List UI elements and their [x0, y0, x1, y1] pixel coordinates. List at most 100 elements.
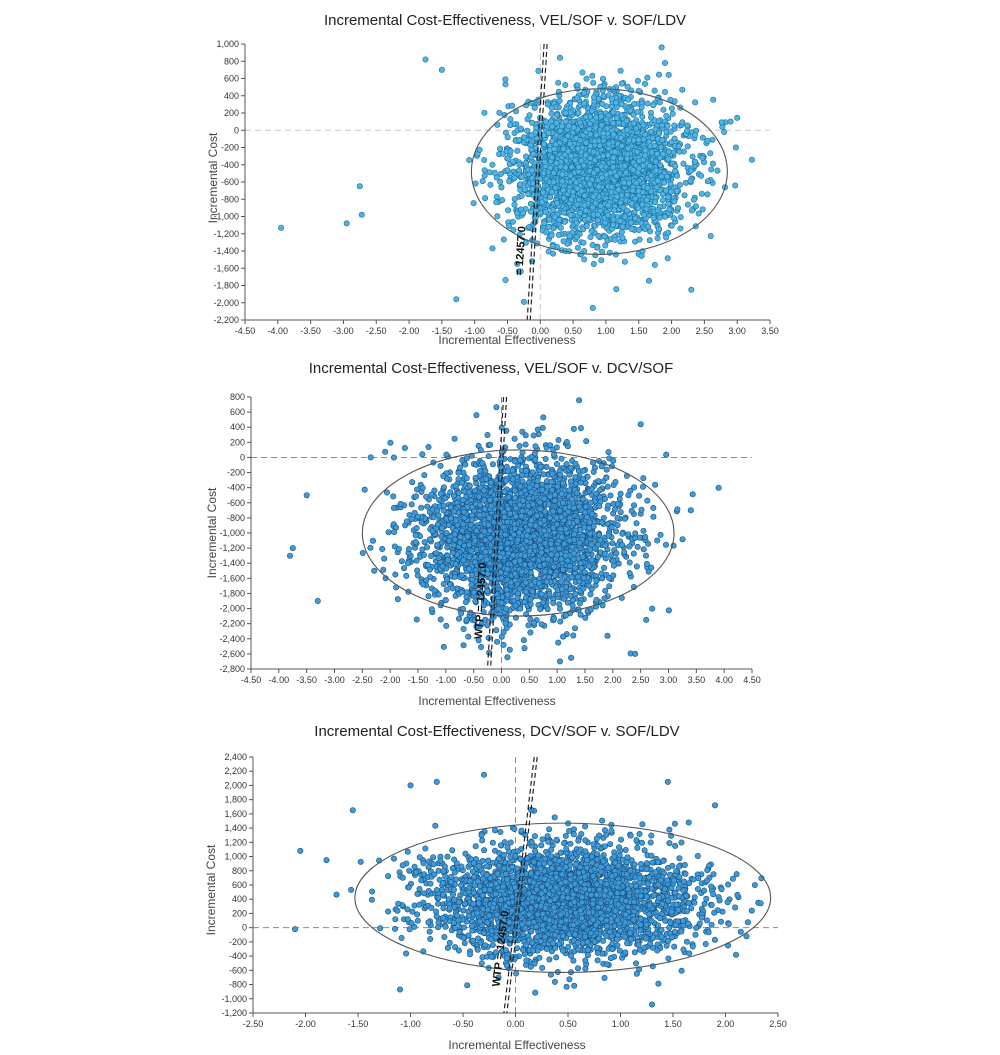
data-point	[481, 109, 488, 116]
data-point	[543, 229, 550, 236]
x-tick-label: 2.50	[696, 326, 714, 336]
data-point	[632, 215, 639, 222]
data-point	[603, 474, 610, 481]
data-point	[608, 189, 615, 196]
data-point	[604, 125, 611, 132]
data-point	[611, 236, 618, 243]
data-point	[707, 150, 714, 157]
data-point	[652, 158, 659, 165]
y-tick-label: -800	[221, 194, 239, 204]
data-point	[648, 149, 655, 156]
data-point	[659, 151, 666, 158]
data-point	[660, 106, 667, 113]
data-point	[579, 69, 586, 76]
data-point	[624, 155, 631, 162]
data-point	[361, 486, 368, 493]
data-point	[620, 179, 627, 186]
y-tick-label: -400	[221, 160, 239, 170]
data-point	[617, 218, 624, 225]
data-point	[517, 181, 524, 188]
data-point	[481, 157, 488, 164]
data-point	[667, 128, 674, 135]
data-point	[604, 632, 611, 639]
data-point	[555, 79, 562, 86]
data-point	[493, 199, 500, 206]
data-point	[671, 215, 678, 222]
point-layer	[278, 44, 755, 311]
data-point	[641, 211, 648, 218]
data-point	[644, 74, 651, 81]
data-point	[635, 187, 642, 194]
data-point	[651, 87, 658, 94]
data-point	[615, 186, 622, 193]
confidence-ellipse	[470, 88, 728, 255]
data-point	[466, 157, 473, 164]
data-point	[605, 449, 612, 456]
data-point	[520, 134, 527, 141]
data-point	[548, 188, 555, 195]
data-point	[663, 112, 670, 119]
x-axis-title: Incremental Effectiveness	[438, 333, 575, 347]
data-point	[529, 186, 536, 193]
data-point	[516, 161, 523, 168]
data-point	[385, 529, 392, 536]
data-point	[414, 567, 421, 574]
data-point	[542, 456, 549, 463]
data-point	[631, 101, 638, 108]
data-point	[598, 174, 605, 181]
data-point	[625, 531, 632, 538]
data-point	[667, 181, 674, 188]
data-point	[522, 239, 529, 246]
data-point	[634, 108, 641, 115]
data-point	[511, 175, 518, 182]
data-point	[651, 261, 658, 268]
data-point	[481, 167, 488, 174]
y-axis-title: Incremental Cost	[205, 487, 219, 578]
data-point	[510, 158, 517, 165]
data-point	[545, 224, 552, 231]
data-point	[610, 109, 617, 116]
data-point	[548, 232, 555, 239]
data-point	[590, 148, 597, 155]
data-point	[369, 537, 376, 544]
data-point	[505, 223, 512, 230]
data-point	[643, 206, 650, 213]
data-point	[358, 211, 365, 218]
data-point	[515, 137, 522, 144]
data-point	[613, 114, 620, 121]
data-point	[556, 217, 563, 224]
data-point	[604, 212, 611, 219]
data-point	[632, 195, 639, 202]
data-point	[521, 186, 528, 193]
data-point	[628, 507, 635, 514]
data-point	[602, 242, 609, 249]
data-point	[640, 527, 647, 534]
data-point	[567, 172, 574, 179]
data-point	[493, 193, 500, 200]
data-point	[642, 147, 649, 154]
data-point	[562, 118, 569, 125]
data-point	[481, 172, 488, 179]
data-point	[573, 179, 580, 186]
data-point	[470, 200, 477, 207]
data-point	[591, 138, 598, 145]
data-point	[574, 82, 581, 89]
data-point	[518, 174, 525, 181]
data-point	[575, 109, 582, 116]
data-point	[645, 223, 652, 230]
data-point	[551, 214, 558, 221]
x-tick-label: 1.50	[630, 326, 648, 336]
data-point	[541, 220, 548, 227]
data-point	[704, 191, 711, 198]
data-point	[425, 444, 432, 451]
data-point	[671, 122, 678, 129]
data-point	[684, 201, 691, 208]
data-point	[714, 167, 721, 174]
data-point	[605, 152, 612, 159]
data-point	[504, 134, 511, 141]
data-point	[540, 189, 547, 196]
data-point	[651, 142, 658, 149]
data-point	[526, 112, 533, 119]
y-tick-label: 0	[234, 125, 239, 135]
data-point	[494, 213, 501, 220]
